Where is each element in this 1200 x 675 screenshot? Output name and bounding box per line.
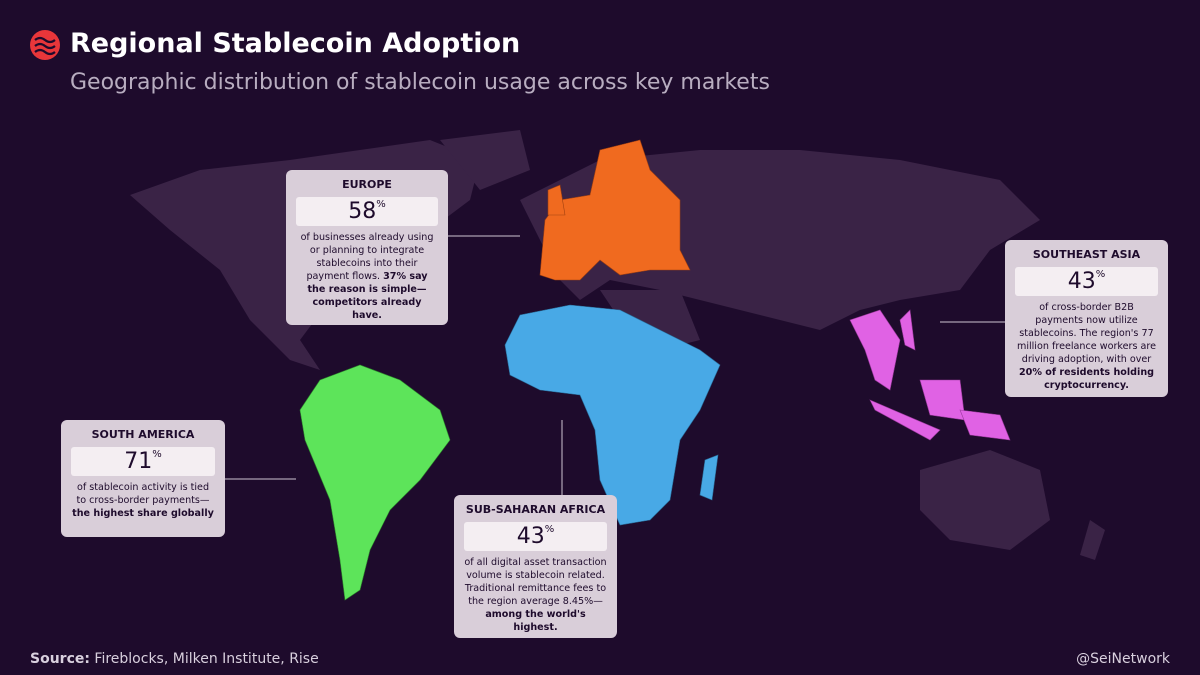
description-text: of businesses already using or planning … [300,232,434,282]
source-label: Source: [30,651,90,667]
stat-unit: % [152,449,162,460]
stat-value: 43 [516,524,545,549]
description-text: of stablecoin activity is tied to cross-… [76,482,210,506]
description-text: of all digital asset transaction volume … [464,557,607,607]
stat-value: 43 [1067,269,1096,294]
subtitle: Geographic distribution of stablecoin us… [70,70,770,95]
europe-shape [539,139,691,281]
source-text: Fireblocks, Milken Institute, Rise [94,651,319,667]
africa-shape [504,304,721,526]
callout: SOUTH AMERICA 71% of stablecoin activity i… [61,420,225,537]
stat: 43% [1015,267,1158,296]
stat: 71% [71,447,215,476]
stat-value: 71 [124,449,153,474]
south-america-shape [299,364,451,601]
callout: EUROPE 58% of businesses already using or … [286,170,448,325]
description: of stablecoin activity is tied to cross-… [71,482,215,521]
stat-unit: % [544,524,555,535]
southeast-asia-shape [849,309,1011,441]
connectors [225,235,1005,495]
description-text: of cross-border B2B payments now utilize… [1016,302,1157,365]
description: of all digital asset transaction volume … [464,557,607,635]
stat-value: 58 [348,199,377,224]
description-bold: 37% say the reason is simple—competitors… [307,270,428,321]
region-name: EUROPE [342,178,392,191]
stat: 58% [296,197,438,226]
description-bold: the highest share globally [72,507,214,519]
description: of businesses already using or planning … [296,232,438,323]
stat-unit: % [376,199,386,210]
description-bold: among the world's highest. [485,608,586,633]
region-name: SOUTH AMERICA [91,428,195,441]
region-name: SUB-SAHARAN AFRICA [465,503,606,516]
source: Source: Fireblocks, Milken Institute, Ri… [30,651,319,667]
description-bold: 20% of residents holding cryptocurrency. [1018,366,1155,391]
title: Regional Stablecoin Adoption [70,28,521,59]
stat-unit: % [1095,269,1106,280]
description: of cross-border B2B payments now utilize… [1015,302,1158,393]
callout: SUB-SAHARAN AFRICA 43% of all digital asse… [454,495,617,638]
callout: SOUTHEAST ASIA 43% of cross-border B2B pay… [1005,240,1168,397]
handle: @SeiNetwork [1076,651,1170,667]
region-name: SOUTHEAST ASIA [1032,248,1141,261]
logo [30,30,60,60]
stat: 43% [464,522,607,551]
